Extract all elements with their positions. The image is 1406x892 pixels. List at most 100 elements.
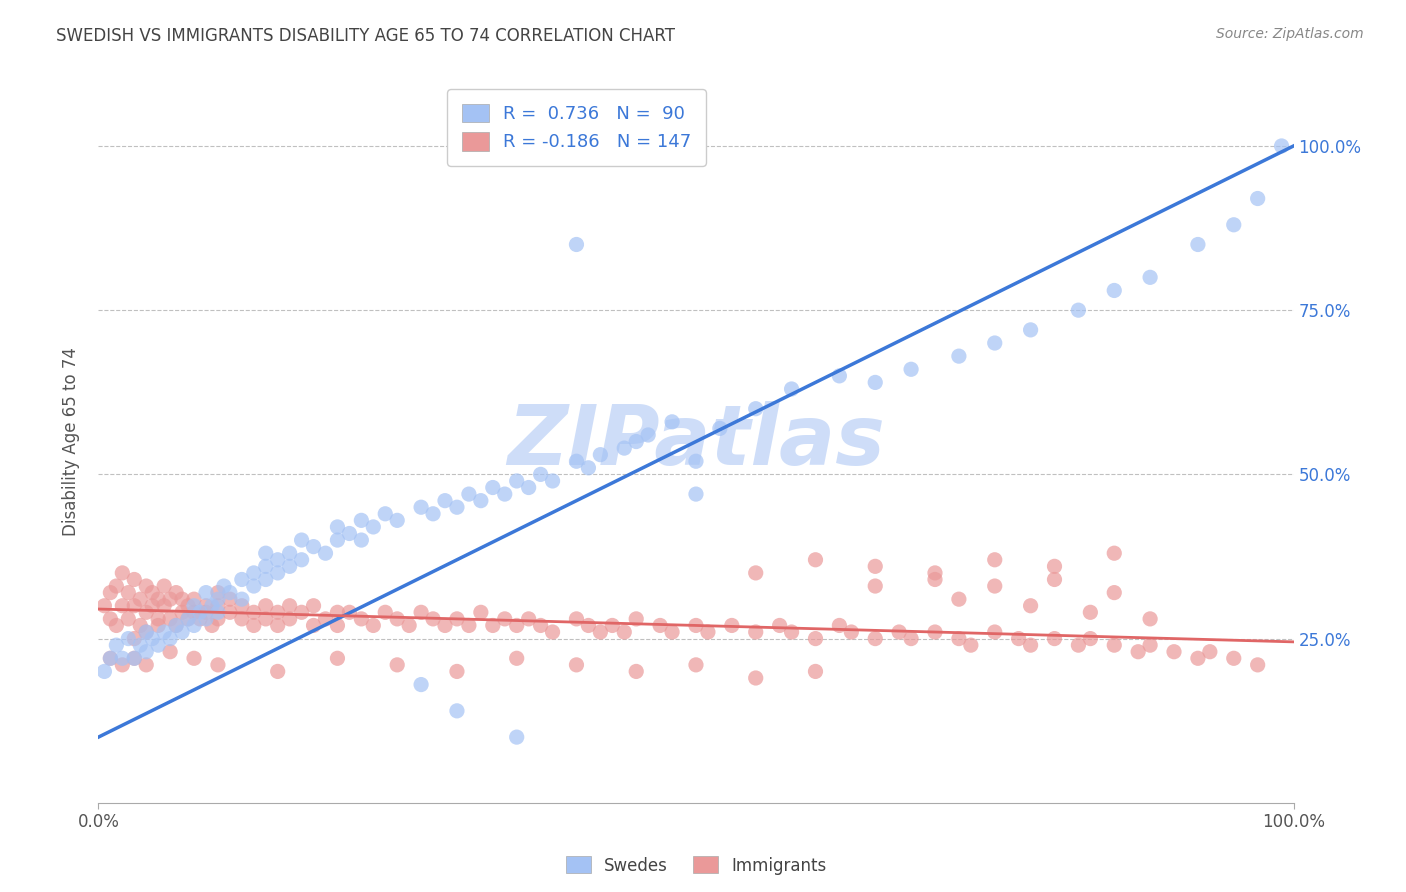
Point (148, 638, 170, 652)
Point (117, 612, 139, 626)
Point (1043, 632, 1066, 646)
Point (865, 559, 887, 574)
Point (385, 612, 409, 626)
Point (1187, 651, 1209, 665)
Point (254, 612, 277, 626)
Point (458, 618, 481, 632)
Point (172, 625, 194, 640)
Point (105, 638, 128, 652)
Point (709, 421, 731, 435)
Point (960, 638, 983, 652)
Point (159, 612, 181, 626)
Point (804, 553, 827, 567)
Point (129, 618, 152, 632)
Y-axis label: Disability Age 65 to 74: Disability Age 65 to 74 (62, 347, 80, 536)
Point (207, 657, 229, 672)
Point (124, 651, 146, 665)
Point (183, 599, 205, 613)
Point (422, 612, 444, 626)
Point (267, 618, 290, 632)
Point (117, 585, 139, 599)
Point (1128, 645, 1150, 659)
Point (565, 612, 588, 626)
Point (948, 632, 970, 646)
Point (434, 618, 457, 632)
Point (530, 618, 553, 632)
Point (984, 336, 1007, 351)
Point (231, 573, 253, 587)
Point (626, 434, 648, 449)
Point (98, 585, 122, 599)
Point (172, 592, 194, 607)
Point (207, 585, 229, 599)
Point (278, 599, 301, 613)
Point (124, 632, 146, 646)
Point (648, 618, 672, 632)
Point (363, 618, 385, 632)
Point (326, 520, 349, 534)
Text: ZIPatlas: ZIPatlas (508, 401, 884, 482)
Point (1043, 559, 1066, 574)
Point (828, 618, 851, 632)
Point (207, 605, 229, 619)
Point (148, 612, 170, 626)
Point (141, 632, 163, 646)
Point (201, 618, 224, 632)
Point (339, 526, 361, 541)
Point (900, 362, 922, 376)
Point (948, 349, 970, 363)
Point (207, 599, 229, 613)
Point (350, 533, 373, 547)
Point (613, 441, 636, 455)
Point (984, 579, 1007, 593)
Point (1139, 612, 1161, 626)
Point (135, 645, 157, 659)
Point (578, 618, 600, 632)
Point (626, 612, 648, 626)
Point (697, 625, 720, 640)
Point (117, 632, 139, 646)
Point (339, 605, 361, 619)
Point (141, 599, 163, 613)
Point (374, 507, 396, 521)
Point (637, 428, 659, 442)
Point (506, 618, 529, 632)
Point (385, 657, 409, 672)
Point (231, 612, 253, 626)
Point (1019, 638, 1042, 652)
Point (124, 573, 146, 587)
Point (326, 533, 349, 547)
Point (1104, 638, 1126, 652)
Point (685, 487, 707, 501)
Point (177, 599, 200, 613)
Point (165, 618, 187, 632)
Point (326, 605, 349, 619)
Point (506, 730, 529, 744)
Point (1199, 645, 1222, 659)
Point (165, 585, 187, 599)
Point (745, 625, 768, 640)
Point (1104, 546, 1126, 560)
Point (745, 671, 768, 685)
Point (661, 415, 683, 429)
Point (195, 599, 218, 613)
Point (129, 592, 152, 607)
Point (924, 566, 946, 580)
Point (219, 592, 242, 607)
Point (541, 625, 564, 640)
Point (254, 546, 277, 560)
Point (446, 665, 468, 679)
Point (1043, 573, 1066, 587)
Point (385, 513, 409, 527)
Point (302, 618, 325, 632)
Point (494, 612, 516, 626)
Point (865, 376, 887, 390)
Point (267, 553, 290, 567)
Point (177, 612, 200, 626)
Point (411, 677, 433, 691)
Point (661, 625, 683, 640)
Point (153, 625, 176, 640)
Point (153, 579, 176, 593)
Point (589, 448, 612, 462)
Legend: Swedes, Immigrants: Swedes, Immigrants (560, 850, 832, 881)
